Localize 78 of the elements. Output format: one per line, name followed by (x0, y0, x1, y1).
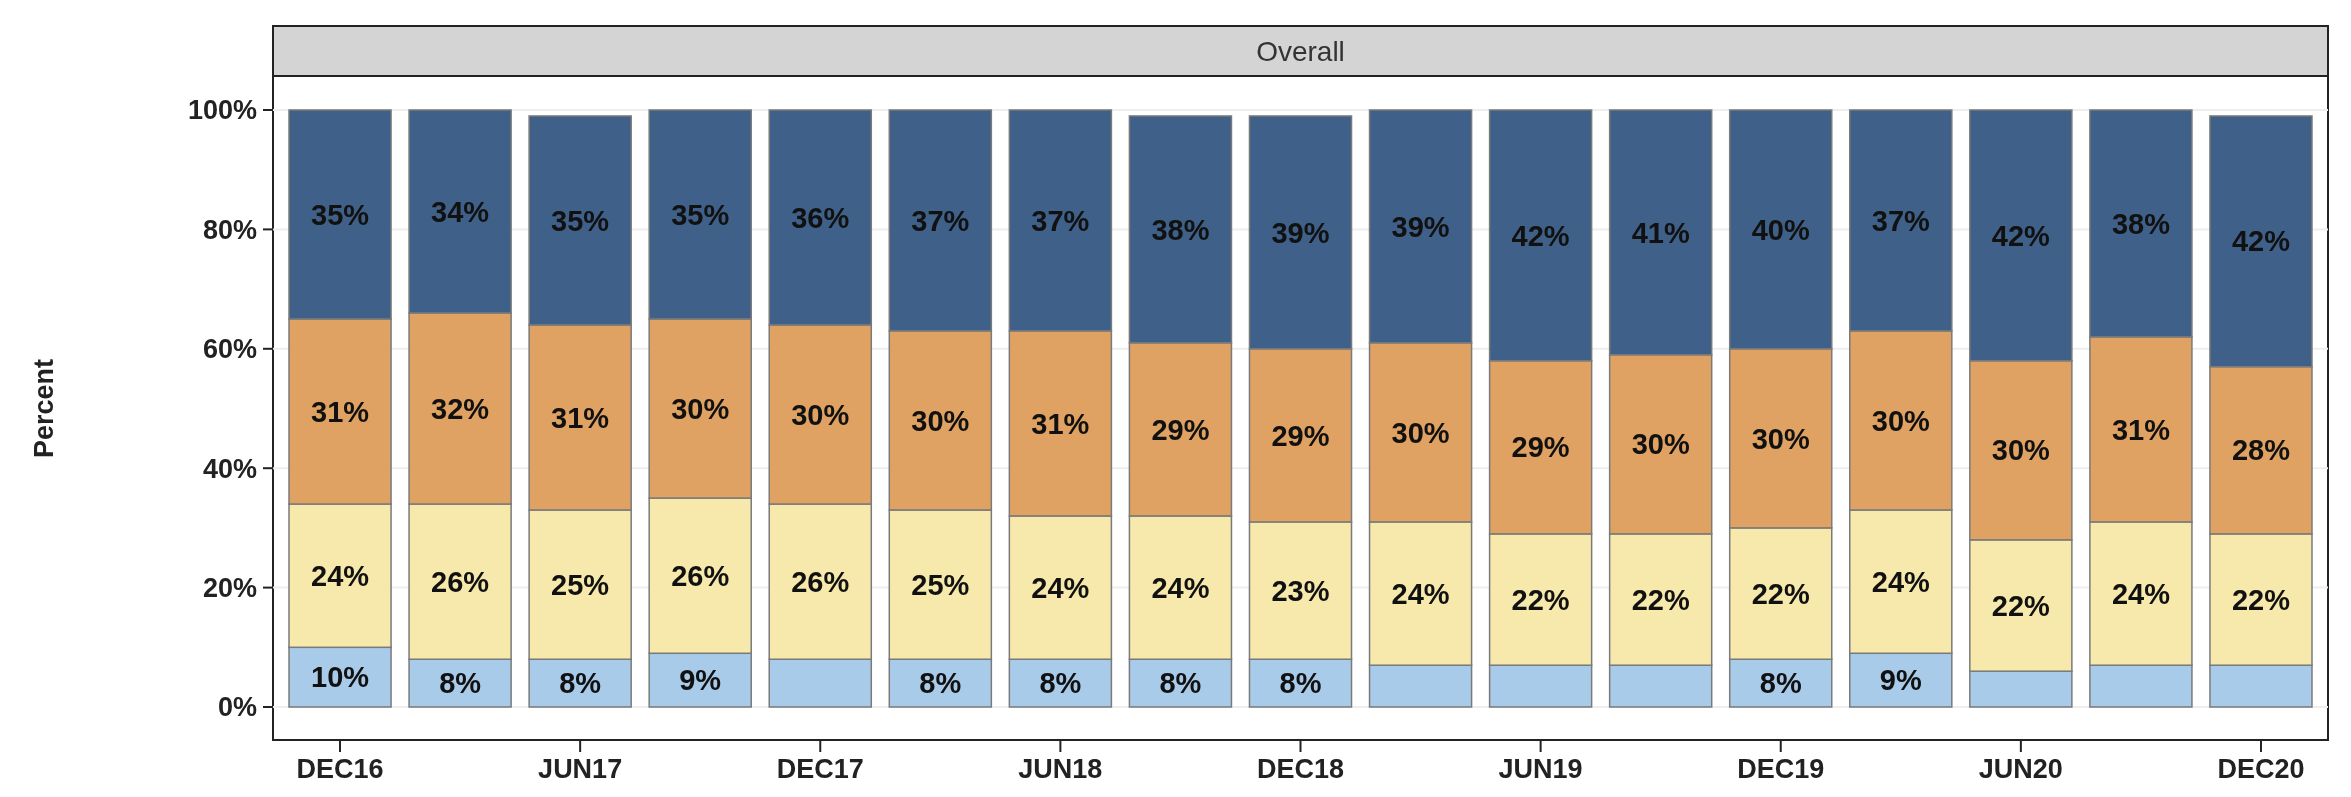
data-label: 8% (1039, 667, 1082, 700)
data-label: 37% (1871, 204, 1931, 237)
y-tick-label: 80% (202, 214, 257, 245)
data-label: 22% (1631, 583, 1690, 616)
x-tick-label: DEC19 (1737, 754, 1825, 784)
data-label: 35% (671, 198, 730, 231)
data-label: 34% (431, 195, 490, 228)
data-label: 22% (1991, 589, 2051, 622)
data-label: 25% (911, 568, 970, 601)
x-tick-label: DEC17 (776, 754, 864, 784)
data-label: 8% (1759, 667, 1802, 700)
data-label: 36% (791, 201, 850, 234)
data-label: 23% (1271, 574, 1330, 607)
y-tick-label: 100% (187, 95, 257, 126)
data-label: 35% (551, 204, 610, 237)
data-label: 30% (911, 404, 970, 437)
data-label: 29% (1151, 413, 1210, 446)
data-label: 31% (2111, 413, 2171, 446)
data-label: 29% (1511, 431, 1570, 464)
y-tick-label: 0% (217, 692, 257, 723)
data-label: 31% (311, 395, 370, 428)
data-label: 25% (551, 568, 610, 601)
data-label: 22% (1751, 577, 1810, 610)
data-label: 26% (431, 565, 490, 598)
data-label: 26% (791, 565, 850, 598)
data-label: 10% (311, 661, 370, 694)
data-label: 9% (1879, 664, 1922, 697)
data-label: 24% (1391, 577, 1450, 610)
data-label: 37% (911, 204, 970, 237)
y-axis-title: Percent (29, 358, 59, 459)
data-label: 30% (791, 398, 850, 431)
data-label: 24% (311, 559, 370, 592)
data-label: 24% (2111, 577, 2171, 610)
data-label: 24% (1151, 571, 1210, 604)
data-label: 30% (1391, 416, 1450, 449)
x-tick-label: DEC16 (296, 754, 384, 784)
data-label: 32% (431, 392, 490, 425)
x-tick-label: DEC20 (2217, 754, 2305, 784)
data-label: 24% (1031, 571, 1090, 604)
y-tick-label: 40% (202, 453, 257, 484)
data-label: 38% (1151, 213, 1210, 246)
data-label: 40% (1751, 213, 1810, 246)
data-label: 8% (1279, 667, 1322, 700)
data-label: 30% (1991, 434, 2051, 467)
x-tick-label: DEC18 (1256, 754, 1345, 784)
data-label: 26% (671, 559, 730, 592)
data-label: 30% (1871, 404, 1931, 437)
data-label: 41% (1631, 216, 1690, 249)
chart-title: Overall (1256, 35, 1345, 67)
data-label: 24% (1871, 565, 1931, 598)
data-label: 39% (1391, 210, 1450, 243)
x-tick-label: JUN20 (1978, 754, 2063, 784)
data-label: 31% (551, 401, 610, 434)
data-label: 31% (1031, 407, 1090, 440)
data-label: 8% (919, 667, 962, 700)
data-label: 39% (1271, 216, 1330, 249)
data-label: 28% (2231, 434, 2291, 467)
x-tick-label: JUN18 (1018, 754, 1103, 784)
x-tick-label: JUN19 (1498, 754, 1583, 784)
y-tick-label: 60% (202, 334, 257, 365)
data-label: 42% (1991, 219, 2051, 252)
x-tick-label: JUN17 (538, 754, 623, 784)
data-label: 29% (1271, 419, 1330, 452)
data-label: 8% (439, 667, 482, 700)
data-label: 38% (2111, 207, 2171, 240)
data-label: 22% (2231, 583, 2291, 616)
y-tick-label: 20% (202, 573, 257, 604)
data-label: 22% (1511, 583, 1570, 616)
data-label: 42% (2231, 225, 2291, 258)
data-label: 8% (1159, 667, 1202, 700)
data-label: 30% (1751, 422, 1810, 455)
data-label: 30% (671, 392, 730, 425)
data-label: 37% (1031, 204, 1090, 237)
data-label: 35% (311, 198, 370, 231)
data-label: 30% (1631, 428, 1690, 461)
data-label: 42% (1511, 219, 1570, 252)
data-label: 8% (559, 667, 602, 700)
data-label: 9% (679, 664, 722, 697)
